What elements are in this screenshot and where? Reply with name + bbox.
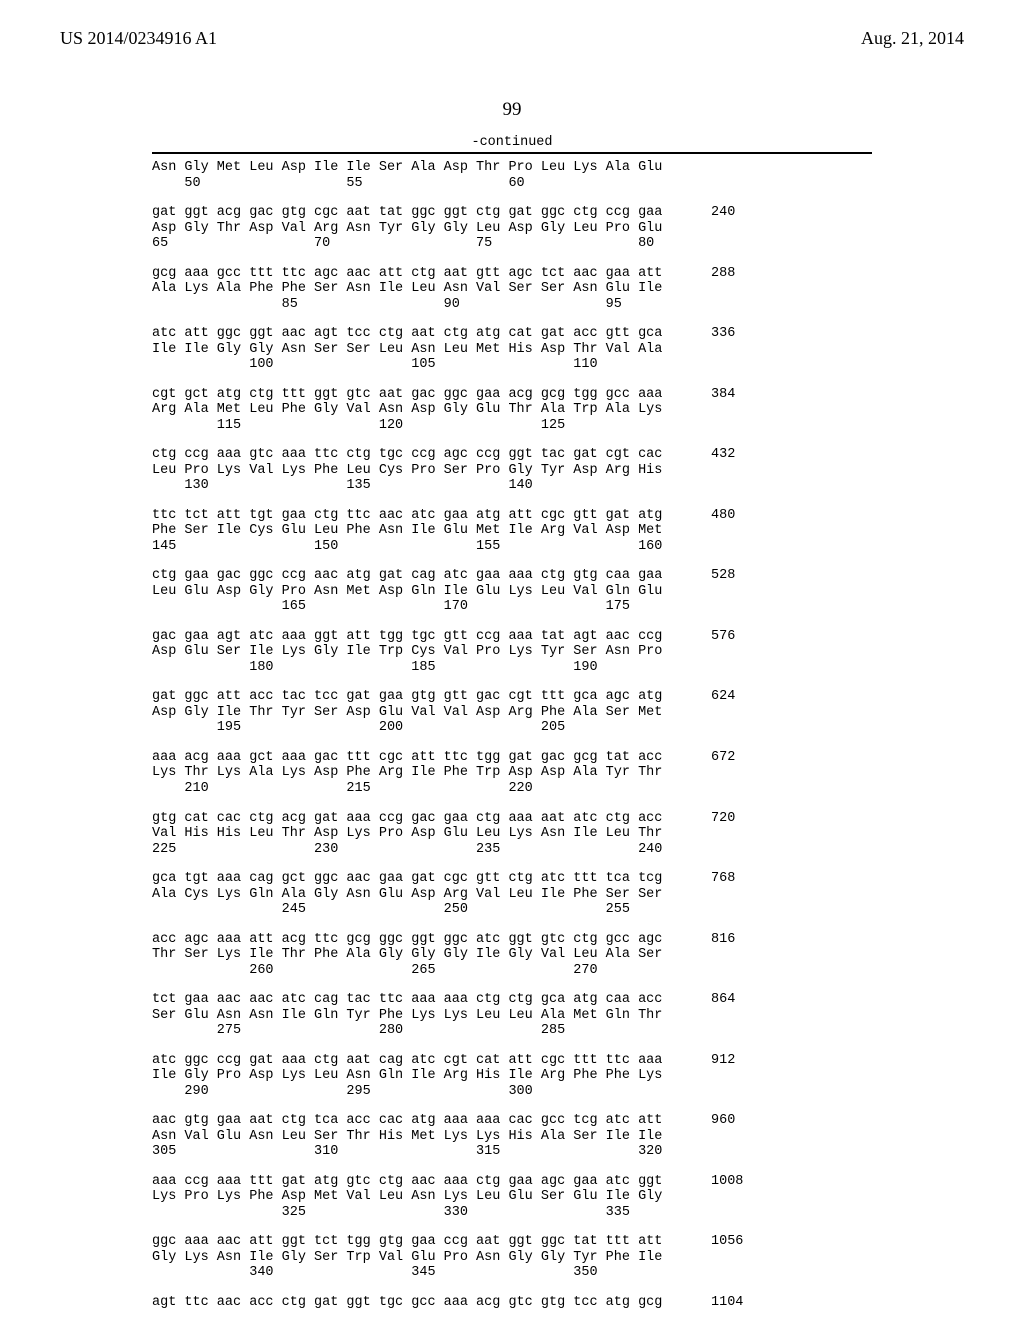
sequence-container: Asn Gly Met Leu Asp Ile Ile Ser Ala Asp … xyxy=(152,152,872,1310)
sequence-block: gcg aaa gcc ttt ttc agc aac att ctg aat … xyxy=(152,266,872,313)
sequence-block: gca tgt aaa cag gct ggc aac gaa gat cgc … xyxy=(152,871,872,918)
sequence-block: ctg ccg aaa gtc aaa ttc ctg tgc ccg agc … xyxy=(152,447,872,494)
sequence-block: gat ggc att acc tac tcc gat gaa gtg gtt … xyxy=(152,689,872,736)
page-number: 99 xyxy=(0,99,1024,121)
sequence-block: gat ggt acg gac gtg cgc aat tat ggc ggt … xyxy=(152,205,872,252)
sequence-block: ggc aaa aac att ggt tct tgg gtg gaa ccg … xyxy=(152,1234,872,1281)
sequence-block: acc agc aaa att acg ttc gcg ggc ggt ggc … xyxy=(152,932,872,979)
sequence-block: aac gtg gaa aat ctg tca acc cac atg aaa … xyxy=(152,1113,872,1160)
sequence-block: Asn Gly Met Leu Asp Ile Ile Ser Ala Asp … xyxy=(152,160,872,191)
sequence-block: ttc tct att tgt gaa ctg ttc aac atc gaa … xyxy=(152,508,872,555)
publication-date: Aug. 21, 2014 xyxy=(861,28,964,49)
sequence-block: atc ggc ccg gat aaa ctg aat cag atc cgt … xyxy=(152,1053,872,1100)
sequence-block: aaa acg aaa gct aaa gac ttt cgc att ttc … xyxy=(152,750,872,797)
sequence-block: atc att ggc ggt aac agt tcc ctg aat ctg … xyxy=(152,326,872,373)
sequence-block: gac gaa agt atc aaa ggt att tgg tgc gtt … xyxy=(152,629,872,676)
sequence-block: cgt gct atg ctg ttt ggt gtc aat gac ggc … xyxy=(152,387,872,434)
publication-number: US 2014/0234916 A1 xyxy=(60,28,217,49)
sequence-block: aaa ccg aaa ttt gat atg gtc ctg aac aaa … xyxy=(152,1174,872,1221)
continued-label: -continued xyxy=(0,135,1024,150)
page-header: US 2014/0234916 A1 Aug. 21, 2014 xyxy=(0,0,1024,49)
sequence-block: ctg gaa gac ggc ccg aac atg gat cag atc … xyxy=(152,568,872,615)
sequence-block: tct gaa aac aac atc cag tac ttc aaa aaa … xyxy=(152,992,872,1039)
sequence-block: gtg cat cac ctg acg gat aaa ccg gac gaa … xyxy=(152,811,872,858)
sequence-block: agt ttc aac acc ctg gat ggt tgc gcc aaa … xyxy=(152,1295,872,1311)
